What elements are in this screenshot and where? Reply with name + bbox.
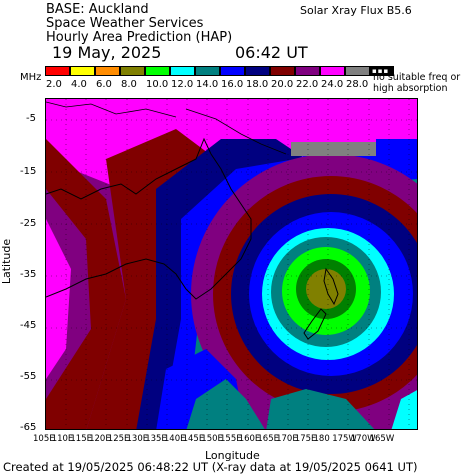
legend-label: 10.0 (146, 79, 169, 90)
legend-swatch (245, 66, 270, 76)
lon-tick-label: 150E (201, 434, 223, 444)
lon-tick-label: 165W (369, 434, 395, 444)
legend-label: 24.0 (321, 79, 344, 90)
legend-swatch (95, 66, 120, 76)
band-teal-south (186, 379, 265, 429)
time-label: 06:42 UT (235, 43, 308, 62)
legend-label: 18.0 (246, 79, 269, 90)
lon-tick-label: 110E (51, 434, 74, 444)
grid-icon: ▪▪▪ (372, 67, 390, 75)
hap-map (45, 98, 418, 430)
org-name: Space Weather Services (46, 16, 204, 31)
legend-swatch (45, 66, 70, 76)
solar-flux-readout: Solar Xray Flux B5.6 (300, 4, 412, 17)
legend-swatch (345, 66, 370, 76)
lon-tick-label: 105E (33, 434, 55, 444)
legend-swatch (170, 66, 195, 76)
y-axis-label: Latitude (0, 238, 14, 285)
legend-label: 2.0 (46, 79, 62, 90)
gray-patch (291, 142, 376, 156)
footer-created: Created at 19/05/2025 06:48:22 UT (X-ray… (3, 460, 418, 474)
legend-swatch (120, 66, 145, 76)
lat-tick-label: -25 (20, 218, 37, 229)
australia-coastline (46, 137, 252, 300)
nz-south-island (303, 308, 327, 340)
legend-label: 14.0 (196, 79, 219, 90)
magenta-bump (336, 134, 376, 142)
legend-label: 28.0 (346, 79, 369, 90)
indonesia-coastline (46, 101, 177, 118)
lon-tick-label: 160E (238, 434, 261, 444)
lon-tick-label: 135E (145, 434, 167, 444)
legend-swatch (145, 66, 170, 76)
legend-label: 4.0 (71, 79, 87, 90)
frequency-legend: ▪▪▪ no suitable freq or high absorption … (45, 66, 460, 96)
lon-tick-label: 175E (294, 434, 317, 444)
legend-swatch (220, 66, 245, 76)
nz-north-island (323, 267, 339, 306)
png-coastline (185, 108, 287, 155)
legend-swatch (70, 66, 95, 76)
lat-tick-label: -45 (20, 320, 37, 331)
lon-tick-label: 115E (70, 434, 92, 444)
lon-tick-label: 165E (257, 434, 279, 444)
lon-tick-label: 175W (332, 434, 357, 444)
legend-swatch (320, 66, 345, 76)
lon-tick-label: 155E (220, 434, 242, 444)
lat-tick-label: -15 (20, 166, 37, 177)
legend-unit: MHz (20, 72, 42, 83)
legend-label: 12.0 (171, 79, 194, 90)
band-magenta-west (46, 219, 71, 379)
lon-tick-label: 125E (107, 434, 130, 444)
legend-label: 22.0 (296, 79, 319, 90)
lon-tick-label: 130E (126, 434, 149, 444)
lat-tick-label: -55 (20, 371, 37, 382)
map-canvas (46, 99, 417, 429)
legend-note-1: no suitable freq or (373, 72, 461, 83)
lon-tick-label: 120E (89, 434, 111, 444)
legend-label: 20.0 (271, 79, 294, 90)
band-teal-south-2 (266, 389, 375, 429)
date-label: 19 May, 2025 (52, 43, 162, 62)
legend-swatch (270, 66, 295, 76)
band-cyan-corner (391, 390, 417, 429)
legend-swatch (295, 66, 320, 76)
legend-note-2: high absorption (373, 83, 448, 94)
lon-tick-label: 170W (350, 434, 376, 444)
lon-tick-label: 180 (313, 434, 330, 444)
lon-tick-label: 145E (182, 434, 205, 444)
lon-tick-label: 140E (163, 434, 186, 444)
base-title: BASE: Auckland (46, 2, 149, 17)
legend-label: 16.0 (221, 79, 244, 90)
lat-tick-label: -5 (26, 113, 36, 124)
legend-label: 8.0 (121, 79, 137, 90)
legend-swatch (195, 66, 220, 76)
lat-tick-label: -65 (20, 422, 37, 433)
x-axis-label: Longitude (205, 449, 260, 462)
lat-tick-label: -35 (20, 269, 37, 280)
legend-label: 6.0 (96, 79, 112, 90)
product-name: Hourly Area Prediction (HAP) (46, 30, 233, 45)
lon-tick-label: 170E (276, 434, 298, 444)
